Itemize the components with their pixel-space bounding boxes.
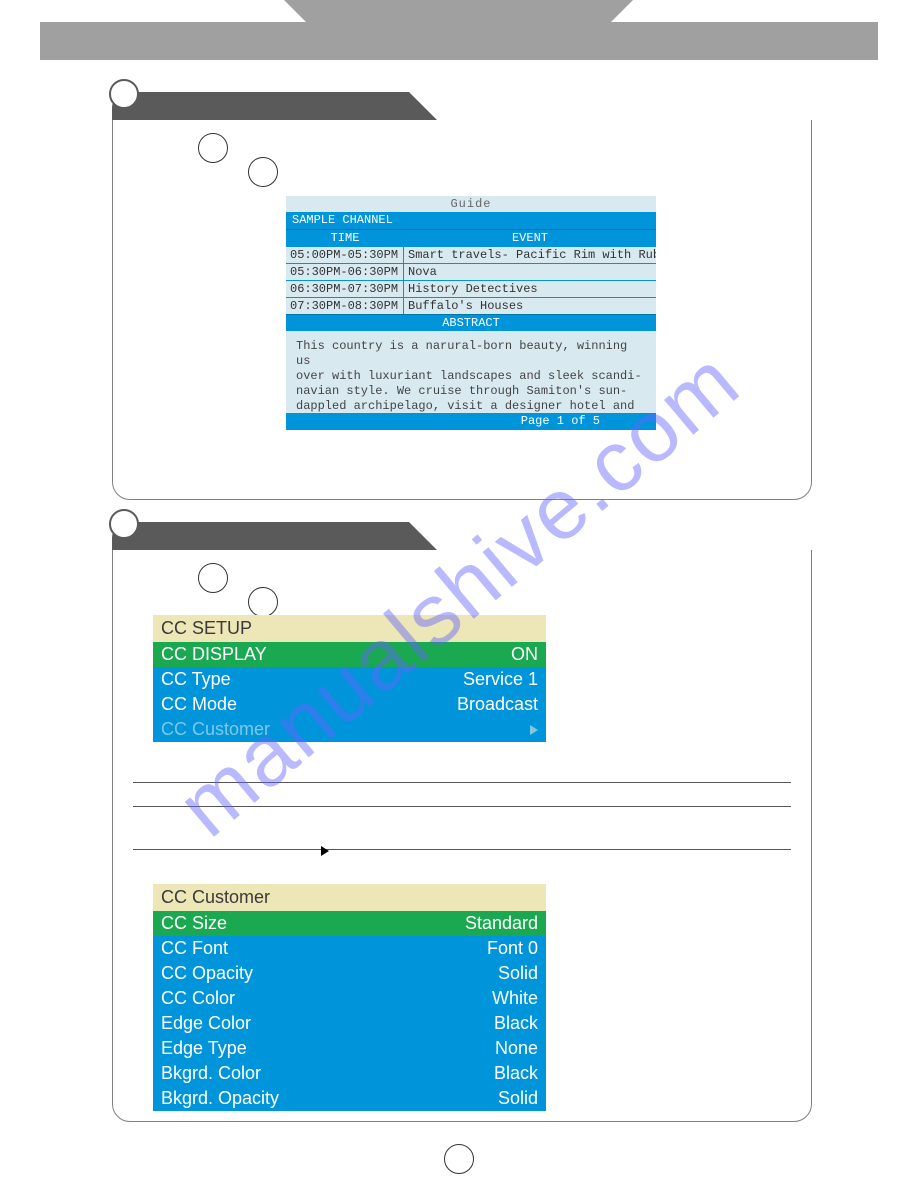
cc-customer-row[interactable]: Bkgrd. Opacity Solid: [153, 1086, 546, 1111]
cc-row-label: Bkgrd. Opacity: [161, 1088, 498, 1109]
cc-setup-menu: CC SETUP CC DISPLAY ON CC Type Service 1…: [153, 615, 546, 742]
cc-setup-row[interactable]: CC Type Service 1: [153, 667, 546, 692]
section-bullet-circle: [109, 509, 139, 539]
cc-row-label: Bkgrd. Color: [161, 1063, 494, 1084]
guide-row[interactable]: 07:30PM-08:30PM Buffalo's Houses: [286, 297, 656, 314]
cc-row-value: White: [492, 988, 538, 1009]
circle-marker: [248, 587, 278, 617]
cc-row-label: CC Opacity: [161, 963, 498, 984]
cc-row-value: Black: [494, 1013, 538, 1034]
circle-marker: [248, 157, 278, 187]
page-number-circle: [444, 1144, 474, 1174]
guide-row-time: 07:30PM-08:30PM: [286, 298, 404, 314]
cc-row-label: CC Font: [161, 938, 487, 959]
cc-row-label: CC Size: [161, 913, 465, 934]
page-top-notch: [306, 0, 611, 22]
guide-row-event: Buffalo's Houses: [404, 298, 656, 314]
cc-customer-row[interactable]: Edge Color Black: [153, 1011, 546, 1036]
guide-abstract-header: ABSTRACT: [286, 314, 656, 331]
cc-row-label: CC Mode: [161, 694, 457, 715]
section-bullet-circle: [109, 79, 139, 109]
guide-row-event: History Detectives: [404, 281, 656, 297]
cc-setup-row[interactable]: CC Customer: [153, 717, 546, 742]
divider: [133, 806, 791, 807]
section-header: [112, 522, 812, 550]
guide-column-headers: TIME EVENT: [286, 229, 656, 246]
cc-row-label: Edge Color: [161, 1013, 494, 1034]
cc-customer-row[interactable]: Bkgrd. Color Black: [153, 1061, 546, 1086]
circle-marker: [198, 563, 228, 593]
cc-row-value: ON: [511, 644, 538, 665]
cc-setup-title: CC SETUP: [153, 615, 546, 642]
guide-header-event: EVENT: [404, 230, 656, 246]
guide-row[interactable]: 06:30PM-07:30PM History Detectives: [286, 280, 656, 297]
circle-marker: [198, 133, 228, 163]
guide-row-event: Nova: [404, 264, 656, 280]
guide-row[interactable]: 05:00PM-05:30PM Smart travels- Pacific R…: [286, 246, 656, 263]
cc-row-value: Broadcast: [457, 694, 538, 715]
guide-abstract: This country is a narural-born beauty, w…: [286, 331, 656, 413]
cc-customer-row[interactable]: CC Size Standard: [153, 911, 546, 936]
cc-setup-row[interactable]: CC Mode Broadcast: [153, 692, 546, 717]
cc-customer-row[interactable]: Edge Type None: [153, 1036, 546, 1061]
guide-row-time: 06:30PM-07:30PM: [286, 281, 404, 297]
cc-row-label: CC Color: [161, 988, 492, 1009]
cc-customer-row[interactable]: CC Opacity Solid: [153, 961, 546, 986]
guide-osd: Guide SAMPLE CHANNEL TIME EVENT 05:00PM-…: [286, 196, 656, 430]
cc-row-label: Edge Type: [161, 1038, 495, 1059]
guide-channel: SAMPLE CHANNEL: [286, 212, 656, 229]
cc-row-label: CC DISPLAY: [161, 644, 511, 665]
cc-customer-title: CC Customer: [153, 884, 546, 911]
guide-row-time: 05:30PM-06:30PM: [286, 264, 404, 280]
page-top-bar: [40, 22, 878, 60]
cc-row-label: CC Customer: [161, 719, 530, 740]
cc-row-value: Font 0: [487, 938, 538, 959]
cc-row-value: Black: [494, 1063, 538, 1084]
guide-row-event: Smart travels- Pacific Rim with Ruby: [404, 247, 656, 263]
section-header: [112, 92, 812, 120]
cc-row-value: Solid: [498, 1088, 538, 1109]
cc-customer-row[interactable]: CC Font Font 0: [153, 936, 546, 961]
cc-setup-row[interactable]: CC DISPLAY ON: [153, 642, 546, 667]
cc-row-value: Service 1: [463, 669, 538, 690]
cc-customer-menu: CC Customer CC Size Standard CC Font Fon…: [153, 884, 546, 1111]
cc-row-value: Solid: [498, 963, 538, 984]
guide-title: Guide: [286, 196, 656, 212]
guide-pager: Page 1 of 5: [286, 413, 656, 430]
divider: [133, 849, 791, 850]
guide-row[interactable]: 05:30PM-06:30PM Nova: [286, 263, 656, 280]
section-guide: Guide SAMPLE CHANNEL TIME EVENT 05:00PM-…: [112, 92, 812, 500]
cc-row-label: CC Type: [161, 669, 463, 690]
cc-row-value: None: [495, 1038, 538, 1059]
guide-header-time: TIME: [286, 230, 404, 246]
divider: [133, 782, 791, 783]
section-cc: CC SETUP CC DISPLAY ON CC Type Service 1…: [112, 522, 812, 1122]
chevron-right-icon: [530, 719, 538, 740]
cc-customer-row[interactable]: CC Color White: [153, 986, 546, 1011]
guide-row-time: 05:00PM-05:30PM: [286, 247, 404, 263]
cc-row-value: Standard: [465, 913, 538, 934]
play-right-icon: [321, 843, 329, 861]
